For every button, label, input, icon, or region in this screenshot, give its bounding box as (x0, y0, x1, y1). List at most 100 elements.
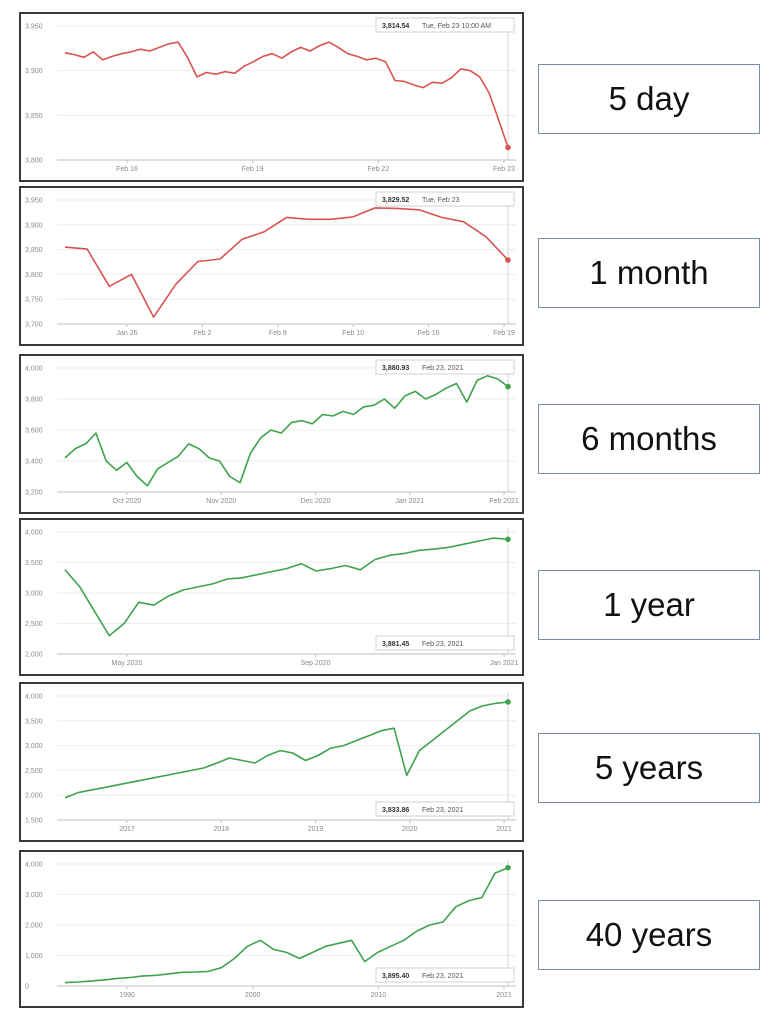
y-tick-label: 3,400 (25, 459, 43, 466)
y-tick-label: 2,000 (25, 652, 43, 659)
chart-panel: 4,000 3,000 2,000 1,000 0 1990 2000 2010 2021 3,8… (19, 850, 524, 1008)
value-tooltip: 3,829.52 Tue, Feb 23 (375, 191, 515, 207)
tooltip-box (375, 17, 515, 33)
y-tick-label: 2,500 (25, 768, 43, 775)
x-tick-label: Sep 2020 (301, 660, 331, 667)
x-tick-label: Jan 2021 (395, 498, 424, 505)
tooltip-value: 3,829.52 (382, 197, 409, 204)
value-tooltip: 3,833.86 Feb 23, 2021 (375, 801, 515, 817)
y-tick-label: 2,000 (25, 923, 43, 930)
series-line (64, 41, 509, 148)
y-tick-label: 3,000 (25, 892, 43, 899)
x-tick-label: Feb 16 (116, 166, 138, 173)
x-tick-label: Feb 2 (193, 330, 211, 337)
tooltip-date: Tue, Feb 23 10:00 AM (422, 23, 491, 30)
x-tick-label: Feb 8 (269, 330, 287, 337)
x-tick-label: Feb 19 (242, 166, 264, 173)
series-line (64, 375, 509, 487)
last-point-marker (505, 864, 511, 871)
tooltip-box (375, 635, 515, 651)
chart-panel: 4,000 3,500 3,000 2,500 2,000 1,500 2017 2018 20… (19, 682, 524, 842)
tooltip-value: 3,814.54 (382, 23, 409, 30)
x-tick-label: 2018 (213, 826, 229, 833)
value-tooltip: 3,881.45 Feb 23, 2021 (375, 635, 515, 651)
range-label: 1 month (538, 238, 760, 308)
tooltip-value: 3,833.86 (382, 807, 409, 814)
range-label: 40 years (538, 900, 760, 970)
y-tick-label: 4,000 (25, 366, 43, 373)
x-tick-label: 2021 (496, 826, 512, 833)
x-tick-label: Dec 2020 (301, 498, 331, 505)
y-tick-label: 3,800 (25, 158, 43, 165)
y-tick-label: 0 (25, 984, 29, 991)
chart-panel: 4,000 3,500 3,000 2,500 2,000 May 2020 Sep 202… (19, 518, 524, 676)
x-tick-label: Jan 2021 (490, 660, 519, 667)
tooltip-date: Tue, Feb 23 (422, 197, 460, 204)
line-chart: 3,950 3,900 3,850 3,800 Feb 16 Feb 19 Feb 22 Fe… (25, 17, 516, 173)
range-label: 6 months (538, 404, 760, 474)
tooltip-value: 3,895.40 (382, 973, 409, 980)
x-tick-label: Nov 2020 (206, 498, 236, 505)
series-line (64, 866, 509, 984)
x-tick-label: 2021 (496, 992, 512, 999)
last-point-marker (505, 257, 511, 263)
y-tick-label: 3,900 (25, 222, 43, 229)
line-chart: 4,000 3,800 3,600 3,400 3,200 Oct 2020 Nov 202… (25, 359, 519, 505)
y-tick-label: 3,800 (25, 397, 43, 404)
last-point-marker (505, 144, 511, 151)
x-tick-label: 2019 (308, 826, 324, 833)
y-tick-label: 3,950 (25, 24, 43, 31)
y-tick-label: 4,000 (25, 862, 43, 869)
tooltip-box (375, 967, 515, 983)
range-label: 5 years (538, 733, 760, 803)
line-chart: 4,000 3,000 2,000 1,000 0 1990 2000 2010 2021 3,8… (25, 860, 516, 999)
y-tick-label: 3,500 (25, 560, 43, 567)
y-tick-label: 3,900 (25, 68, 43, 75)
x-tick-label: Feb 23 (493, 166, 515, 173)
x-tick-label: Feb 10 (342, 330, 364, 337)
y-tick-label: 3,750 (25, 297, 43, 304)
range-label: 5 day (538, 64, 760, 134)
series-line (64, 207, 509, 318)
x-tick-label: 2020 (402, 826, 418, 833)
x-tick-label: 2010 (371, 992, 387, 999)
tooltip-box (375, 801, 515, 817)
y-tick-label: 1,000 (25, 953, 43, 960)
y-tick-label: 3,000 (25, 591, 43, 598)
x-tick-label: Feb 19 (493, 330, 515, 337)
y-tick-label: 4,000 (25, 530, 43, 537)
y-tick-label: 3,500 (25, 718, 43, 725)
tooltip-date: Feb 23, 2021 (422, 365, 463, 372)
last-point-marker (505, 383, 511, 390)
value-tooltip: 3,895.40 Feb 23, 2021 (375, 967, 515, 983)
x-tick-label: Feb 2021 (489, 498, 519, 505)
x-tick-label: May 2020 (112, 660, 143, 667)
value-tooltip: 3,880.93 Feb 23, 2021 (375, 359, 515, 375)
chart-panel: 4,000 3,800 3,600 3,400 3,200 Oct 2020 Nov 202… (19, 354, 524, 514)
last-point-marker (505, 536, 511, 543)
x-tick-label: 2017 (119, 826, 135, 833)
y-tick-label: 3,800 (25, 272, 43, 279)
tooltip-value: 3,880.93 (382, 365, 409, 372)
y-tick-label: 3,850 (25, 247, 43, 254)
value-tooltip: 3,814.54 Tue, Feb 23 10:00 AM (375, 17, 515, 33)
x-tick-label: Oct 2020 (113, 498, 142, 505)
y-tick-label: 4,000 (25, 694, 43, 701)
y-tick-label: 3,700 (25, 322, 43, 329)
y-tick-label: 1,500 (25, 818, 43, 825)
tooltip-box (375, 359, 515, 375)
x-tick-label: 1990 (119, 992, 135, 999)
chart-panel: 3,950 3,900 3,850 3,800 3,750 3,700 Jan 26 Feb … (19, 186, 524, 346)
series-line (64, 537, 509, 637)
line-chart: 3,950 3,900 3,850 3,800 3,750 3,700 Jan 26 Feb … (25, 191, 516, 337)
line-chart: 4,000 3,500 3,000 2,500 2,000 May 2020 Sep 202… (25, 528, 519, 667)
tooltip-box (375, 191, 515, 207)
tooltip-date: Feb 23, 2021 (422, 807, 463, 814)
x-tick-label: 2000 (245, 992, 261, 999)
y-tick-label: 3,600 (25, 428, 43, 435)
y-tick-label: 2,000 (25, 793, 43, 800)
x-tick-label: Feb 22 (367, 166, 389, 173)
x-tick-label: Jan 26 (116, 330, 137, 337)
line-chart: 4,000 3,500 3,000 2,500 2,000 1,500 2017 2018 20… (25, 692, 516, 833)
y-tick-label: 3,200 (25, 490, 43, 497)
